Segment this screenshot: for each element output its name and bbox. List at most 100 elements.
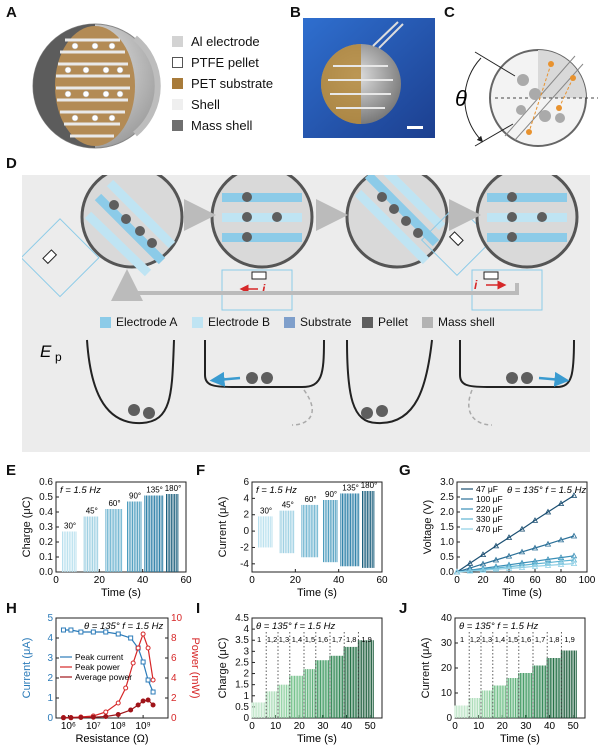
series-marker [90, 714, 96, 720]
y-axis-label: Charge (μC) [21, 497, 33, 558]
panel-label-g: G [399, 462, 411, 479]
electrode-a-swatch [100, 316, 111, 328]
y-tick-label: 30 [441, 638, 453, 649]
state-1 [22, 175, 184, 298]
y-tick-label: 2.5 [440, 492, 454, 503]
series-marker [78, 629, 84, 635]
legend-label: 100 μF [476, 494, 503, 504]
series-line [63, 699, 154, 719]
series-marker [505, 552, 513, 559]
x-tick-label: 80 [555, 575, 567, 586]
chart-annotation: f = 1.5 Hz [60, 485, 101, 496]
legend-a-label-al: Al electrode [191, 34, 260, 49]
x-tick-label: 10⁹ [135, 721, 150, 732]
legend-a-label-mass: Mass shell [191, 118, 253, 133]
unit-label: 1 [460, 635, 464, 644]
series-marker [60, 627, 66, 633]
x-axis-label: Time (s) [502, 587, 542, 599]
y-tick-label: -2 [240, 542, 249, 553]
series-marker [557, 561, 565, 567]
y-tick-label: 1.5 [235, 680, 249, 691]
series-marker [570, 556, 578, 563]
energy-well-3 [346, 339, 433, 425]
y-tick-label: 0 [243, 713, 249, 724]
current-label-2: i [474, 278, 478, 292]
unit-label: 1,8 [346, 635, 356, 644]
y-axis-label: Current (μA) [420, 638, 432, 699]
x-tick-label: 20 [294, 721, 306, 732]
pet-swatch [172, 78, 183, 89]
y-axis-label: Current (μA) [21, 638, 33, 699]
theta-label: θ [455, 86, 467, 111]
series-marker [78, 715, 84, 720]
series-marker [145, 697, 151, 703]
series-marker [544, 540, 552, 547]
shell-swatch [172, 99, 183, 110]
y-right-tick-label: 6 [171, 653, 177, 664]
chart-annotation: θ = 135° f = 1.5 Hz [459, 621, 538, 632]
ep-label: E [40, 342, 52, 361]
panel-label-f: F [196, 462, 206, 479]
chart-e-charge-vs-angle: 0 20 40 60 0.0 0.1 0.2 0.3 0.4 0.5 0.6 Time (s) Char… [21, 477, 192, 599]
series-marker [518, 564, 526, 570]
legend-d: Electrode A Electrode B Substrate Pellet… [100, 315, 570, 331]
series-marker [150, 689, 156, 695]
x-tick-label: 10⁶ [61, 721, 76, 732]
panel-label-e: E [6, 462, 17, 479]
state-3 [345, 175, 494, 277]
x-axis-label: Time (s) [297, 733, 337, 745]
y-tick-label: 0.0 [39, 567, 53, 578]
x-axis-label: Resistance (Ω) [75, 733, 148, 745]
series-marker [518, 525, 526, 532]
angle-label: 30° [64, 522, 76, 531]
y-tick-label: 20 [441, 663, 453, 674]
device-cutaway-illustration [32, 23, 161, 149]
y-axis-label: Current (μA) [217, 497, 229, 558]
legend-d-electrode-b: Electrode B [192, 315, 270, 329]
angle-label: 180° [361, 481, 378, 490]
y-right-tick-label: 2 [171, 693, 177, 704]
x-axis-label: Time (s) [297, 587, 337, 599]
energy-well-1 [86, 339, 175, 425]
y-right-tick-label: 10 [171, 613, 183, 624]
energy-well-2 [204, 339, 325, 388]
series-marker [518, 548, 526, 555]
series-marker [557, 557, 565, 564]
unit-label: 1,5 [508, 635, 518, 644]
y-tick-label: 0.1 [39, 552, 53, 563]
series-line [456, 555, 575, 573]
panel-label-c: C [444, 4, 455, 21]
unit-label: 1,3 [482, 635, 492, 644]
pellet-swatch [362, 316, 373, 328]
chart-annotation: θ = 135° f = 1.5 Hz [256, 621, 335, 632]
y-tick-label: 2 [243, 510, 249, 521]
unit-label: 1,9 [564, 635, 574, 644]
y-tick-label: 4 [243, 493, 249, 504]
device-photo [303, 18, 435, 138]
y-tick-label: 3 [47, 653, 53, 664]
x-tick-label: 50 [568, 721, 580, 732]
unit-label: 1,4 [495, 635, 505, 644]
y-tick-label: 0.5 [440, 552, 454, 563]
angle-label: 135° [342, 483, 359, 492]
x-tick-label: 30 [520, 721, 532, 732]
y-tick-label: 3.0 [440, 477, 454, 488]
y-right-axis-label: Power (mW) [189, 637, 201, 698]
y-tick-label: 0.5 [39, 492, 53, 503]
legend-label: Peak current [75, 652, 124, 662]
legend-a-item-shell: Shell [172, 97, 220, 112]
y-tick-label: 0.4 [39, 507, 53, 518]
ep-subscript: p [55, 350, 62, 364]
panel-label-d: D [6, 155, 17, 172]
series-marker [557, 554, 565, 560]
y-tick-label: 0 [446, 713, 452, 724]
angle-label: 135° [146, 486, 163, 495]
x-tick-label: 10 [270, 721, 282, 732]
y-axis-label: Charge (μC) [217, 638, 229, 699]
legend-label: 220 μF [476, 504, 503, 514]
series-marker [544, 556, 552, 562]
series-marker [544, 508, 552, 515]
series-marker [68, 627, 74, 633]
x-tick-label: 10⁸ [111, 721, 126, 732]
series-marker [115, 700, 121, 706]
